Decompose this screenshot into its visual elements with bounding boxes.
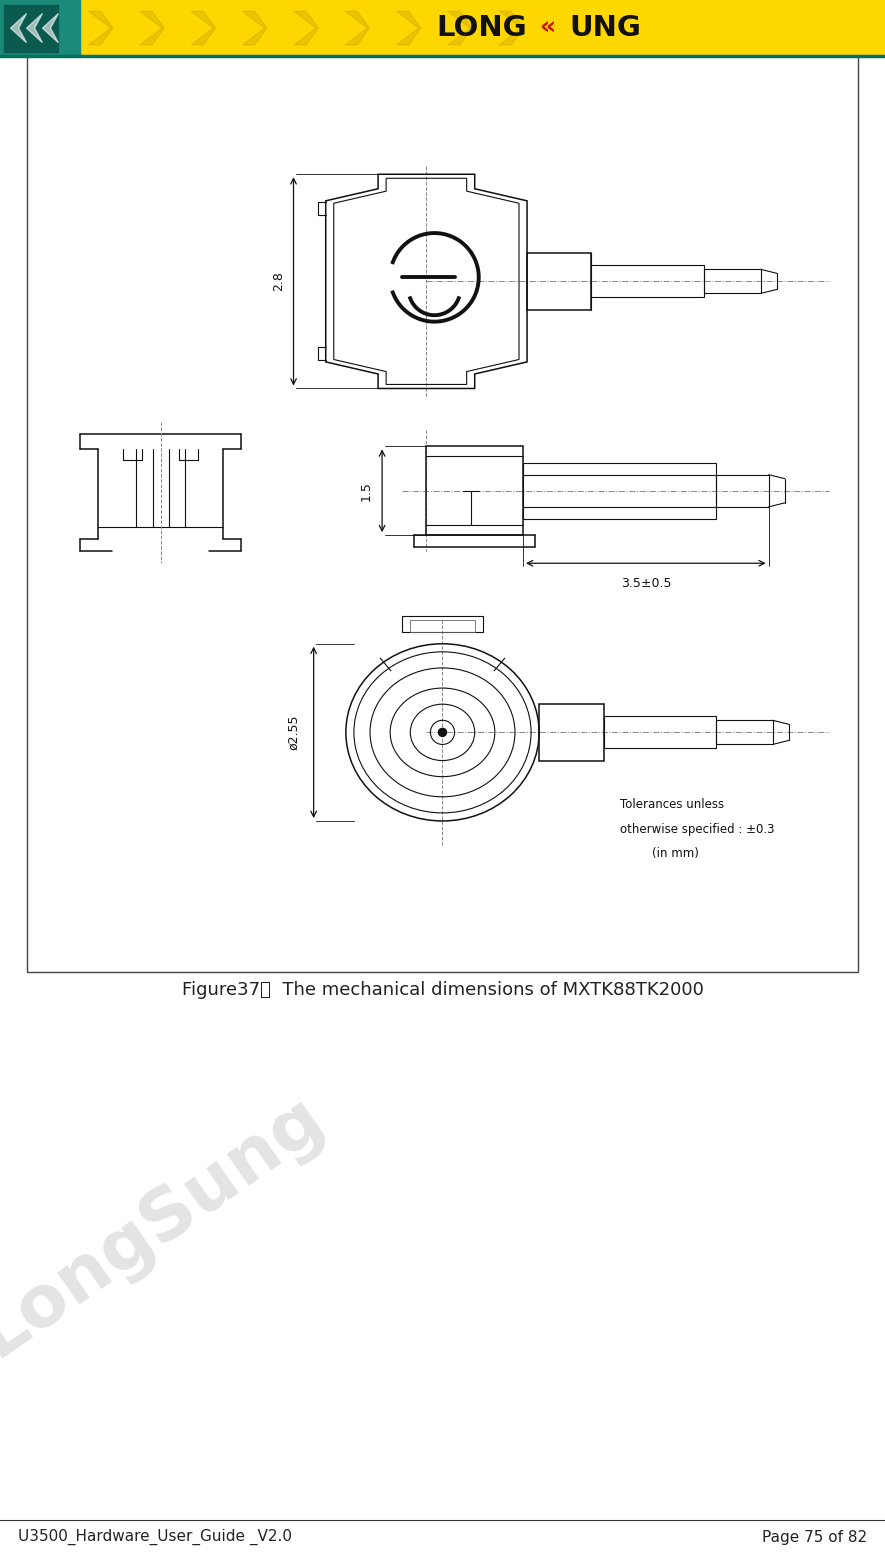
Bar (591, 266, 704, 297)
Polygon shape (396, 11, 421, 45)
Text: LongSung: LongSung (0, 1081, 336, 1371)
Bar (716, 720, 773, 745)
Bar (402, 615, 483, 631)
Polygon shape (191, 11, 216, 45)
Text: otherwise specified : ±0.3: otherwise specified : ±0.3 (620, 823, 774, 836)
Text: 3.5±0.5: 3.5±0.5 (620, 576, 671, 590)
Circle shape (438, 728, 447, 736)
Bar (523, 462, 716, 519)
Text: Page 75 of 82: Page 75 of 82 (762, 1529, 867, 1545)
Polygon shape (42, 14, 58, 42)
Polygon shape (499, 11, 524, 45)
Text: LONG: LONG (436, 14, 527, 42)
Bar (27, 42, 858, 972)
Polygon shape (448, 11, 473, 45)
Polygon shape (88, 11, 113, 45)
Polygon shape (27, 14, 42, 42)
Text: U3500_Hardware_User_Guide _V2.0: U3500_Hardware_User_Guide _V2.0 (18, 1529, 292, 1545)
Polygon shape (345, 11, 370, 45)
Bar (527, 253, 591, 309)
Text: 1.5: 1.5 (359, 481, 373, 501)
Text: 2.8: 2.8 (273, 272, 286, 291)
Bar (604, 717, 716, 748)
Polygon shape (11, 14, 27, 42)
Text: UNG: UNG (569, 14, 641, 42)
Bar (716, 475, 769, 508)
Bar (704, 269, 760, 294)
Polygon shape (242, 11, 267, 45)
Bar (539, 704, 604, 761)
Polygon shape (4, 5, 58, 52)
Polygon shape (294, 11, 319, 45)
Bar (411, 620, 474, 631)
Polygon shape (0, 0, 80, 56)
Text: ø2.55: ø2.55 (287, 715, 300, 750)
Text: Figure37：  The mechanical dimensions of MXTK88TK2000: Figure37： The mechanical dimensions of M… (181, 981, 704, 1000)
Bar (0, 0, 885, 56)
Text: (in mm): (in mm) (652, 847, 699, 859)
Text: Tolerances unless: Tolerances unless (620, 798, 724, 811)
Text: «: « (539, 16, 555, 41)
Bar (427, 447, 523, 536)
Polygon shape (140, 11, 165, 45)
